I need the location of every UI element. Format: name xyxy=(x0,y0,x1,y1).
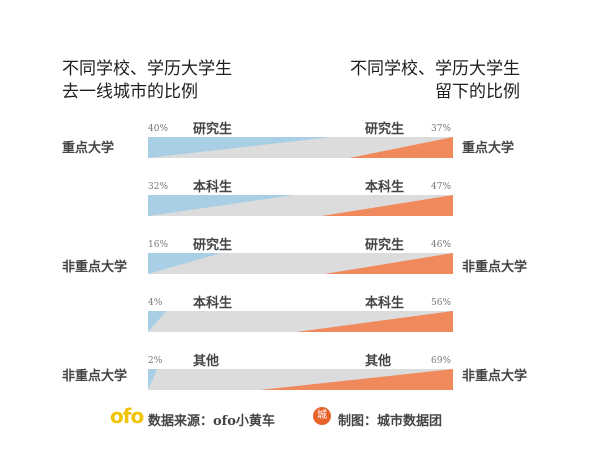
stay-bar xyxy=(349,137,453,158)
degree-label-left: 本科生 xyxy=(193,180,233,195)
left-title-line-2: 去一线城市的比例 xyxy=(62,82,198,102)
first-tier-pct-label: 40% xyxy=(148,124,169,134)
stay-pct-label: 37% xyxy=(431,124,452,134)
chart-maker: 制图：城市数据团 xyxy=(338,414,443,429)
ofo-logo: ofo xyxy=(110,404,144,428)
degree-label-right: 研究生 xyxy=(365,122,405,137)
group-label-right: 非重点大学 xyxy=(462,260,528,275)
first-tier-bar xyxy=(148,311,167,332)
left-title-line-1: 不同学校、学历大学生 xyxy=(62,59,232,79)
city-data-logo-icon: 城 xyxy=(313,407,331,425)
group-label-left: 非重点大学 xyxy=(62,369,128,384)
comparison-chart xyxy=(148,137,453,390)
degree-label-right: 其他 xyxy=(365,354,392,369)
degree-label-right: 研究生 xyxy=(365,238,405,253)
right-title-line-2: 留下的比例 xyxy=(435,82,520,102)
stay-pct-label: 46% xyxy=(431,240,452,250)
right-title: 不同学校、学历大学生 留下的比例 xyxy=(350,58,520,104)
group-label-left: 非重点大学 xyxy=(62,260,128,275)
left-title: 不同学校、学历大学生 去一线城市的比例 xyxy=(62,58,232,104)
stay-pct-label: 69% xyxy=(431,356,452,366)
degree-label-right: 本科生 xyxy=(365,296,405,311)
first-tier-bar xyxy=(148,253,222,274)
first-tier-pct-label: 2% xyxy=(148,356,163,366)
first-tier-pct-label: 32% xyxy=(148,182,169,192)
group-label-right: 非重点大学 xyxy=(462,369,528,384)
degree-label-left: 其他 xyxy=(193,354,220,369)
group-label-right: 重点大学 xyxy=(462,141,515,156)
first-tier-pct-label: 16% xyxy=(148,240,169,250)
degree-label-left: 研究生 xyxy=(193,122,233,137)
first-tier-bar xyxy=(148,137,331,158)
degree-label-left: 研究生 xyxy=(193,238,233,253)
degree-label-right: 本科生 xyxy=(365,180,405,195)
right-title-line-1: 不同学校、学历大学生 xyxy=(350,59,520,79)
group-label-left: 重点大学 xyxy=(62,141,115,156)
data-source: 数据来源：ofo小黄车 xyxy=(148,414,275,429)
first-tier-bar xyxy=(148,195,295,216)
stay-pct-label: 56% xyxy=(431,298,452,308)
stay-bar xyxy=(259,369,453,390)
stay-pct-label: 47% xyxy=(431,182,452,192)
stay-bar xyxy=(321,195,453,216)
stay-bar xyxy=(324,253,453,274)
degree-label-left: 本科生 xyxy=(193,296,233,311)
first-tier-bar xyxy=(148,369,158,390)
stay-bar xyxy=(296,311,453,332)
first-tier-pct-label: 4% xyxy=(148,298,163,308)
